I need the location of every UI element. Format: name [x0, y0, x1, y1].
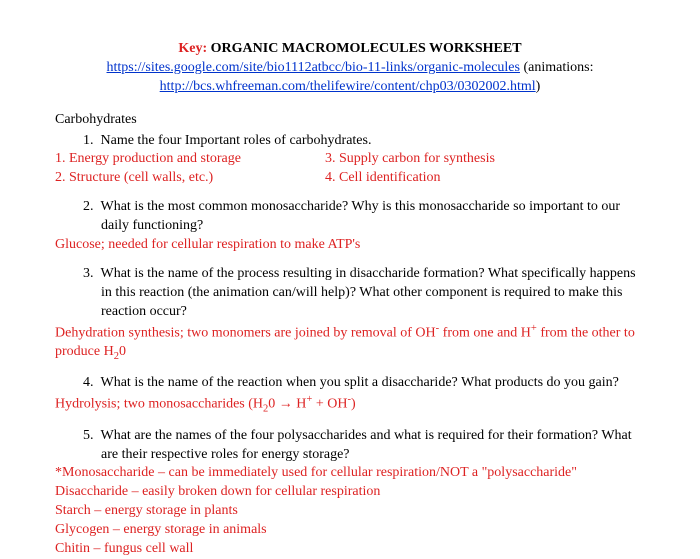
q1-text: Name the four Important roles of carbohy… — [101, 133, 372, 148]
header-block: Key: ORGANIC MACROMOLECULES WORKSHEET ht… — [55, 40, 645, 97]
question-4: 4. What is the name of the reaction when… — [101, 374, 645, 393]
link-2[interactable]: http://bcs.whfreeman.com/thelifewire/con… — [160, 79, 536, 94]
q1-ans-4: 4. Cell identification — [325, 169, 495, 188]
q1-ans-1: 1. Energy production and storage — [55, 150, 325, 169]
worksheet-title: ORGANIC MACROMOLECULES WORKSHEET — [211, 41, 522, 56]
key-label: Key: — [178, 41, 207, 56]
q5-ans-2: Disaccharide – easily broken down for ce… — [55, 483, 645, 502]
q4-text: What is the name of the reaction when yo… — [101, 375, 619, 390]
section-carbohydrates: Carbohydrates — [55, 111, 645, 130]
question-1: 1. Name the four Important roles of carb… — [101, 132, 645, 151]
q3-num: 3. — [83, 266, 94, 281]
q1-ans-2: 2. Structure (cell walls, etc.) — [55, 169, 325, 188]
q1-answers: 1. Energy production and storage 2. Stru… — [55, 150, 645, 188]
q4-num: 4. — [83, 375, 94, 390]
link-1-after: (animations: — [520, 60, 594, 75]
q4-answer: Hydrolysis; two monosaccharides (H20 → H… — [55, 393, 645, 417]
link-2-after: ) — [536, 79, 541, 94]
question-2: 2. What is the most common monosaccharid… — [101, 198, 645, 236]
q1-ans-3: 3. Supply carbon for synthesis — [325, 150, 495, 169]
link-1[interactable]: https://sites.google.com/site/bio1112atb… — [107, 60, 520, 75]
q5-ans-1: *Monosaccharide – can be immediately use… — [55, 464, 645, 483]
q2-answer: Glucose; needed for cellular respiration… — [55, 236, 645, 255]
question-5: 5. What are the names of the four polysa… — [101, 427, 645, 465]
q5-num: 5. — [83, 428, 94, 443]
q1-num: 1. — [83, 133, 94, 148]
q2-num: 2. — [83, 199, 94, 214]
q5-ans-3: Starch – energy storage in plants — [55, 502, 645, 521]
question-3: 3. What is the name of the process resul… — [101, 265, 645, 322]
q5-ans-5: Chitin – fungus cell wall — [55, 540, 645, 559]
q3-answer: Dehydration synthesis; two monomers are … — [55, 322, 645, 365]
q5-ans-4: Glycogen – energy storage in animals — [55, 521, 645, 540]
q2-text: What is the most common monosaccharide? … — [101, 199, 621, 233]
q3-text: What is the name of the process resultin… — [101, 266, 636, 319]
q5-text: What are the names of the four polysacch… — [101, 428, 632, 462]
